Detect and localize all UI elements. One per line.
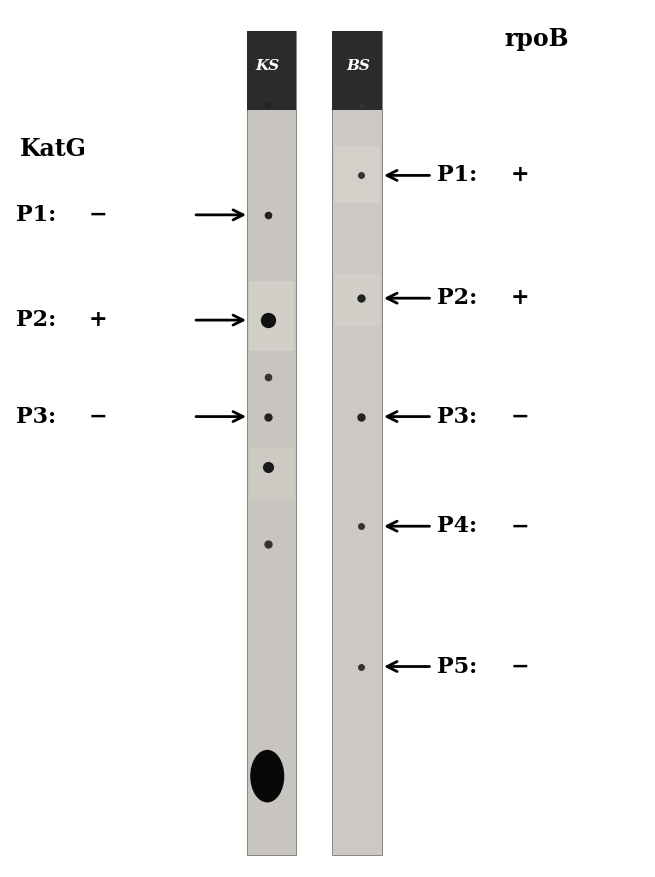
Text: +: +	[88, 309, 107, 332]
Text: P1:: P1:	[437, 164, 477, 187]
Ellipse shape	[250, 750, 284, 802]
Bar	[333, 31, 381, 110]
Bar	[248, 31, 296, 855]
Text: −: −	[511, 655, 529, 678]
Text: BS: BS	[346, 60, 370, 73]
Text: P3:: P3:	[437, 405, 477, 428]
Text: P1:: P1:	[16, 203, 56, 226]
Text: P2:: P2:	[437, 287, 477, 310]
Bar	[249, 447, 295, 500]
Text: P2:: P2:	[16, 309, 56, 332]
Bar	[248, 31, 296, 110]
Text: +: +	[511, 287, 529, 310]
Text: KS: KS	[255, 60, 280, 73]
Bar	[335, 146, 380, 203]
Text: −: −	[511, 405, 529, 428]
Text: P4:: P4:	[437, 515, 477, 538]
Text: −: −	[88, 405, 107, 428]
Text: rpoB: rpoB	[505, 27, 569, 52]
Text: P3:: P3:	[16, 405, 56, 428]
Bar	[249, 281, 295, 351]
Bar	[333, 31, 381, 855]
Bar	[335, 274, 380, 326]
Text: −: −	[88, 203, 107, 226]
Text: −: −	[511, 515, 529, 538]
Text: +: +	[511, 164, 529, 187]
Text: P5:: P5:	[437, 655, 477, 678]
Text: KatG: KatG	[20, 137, 86, 161]
